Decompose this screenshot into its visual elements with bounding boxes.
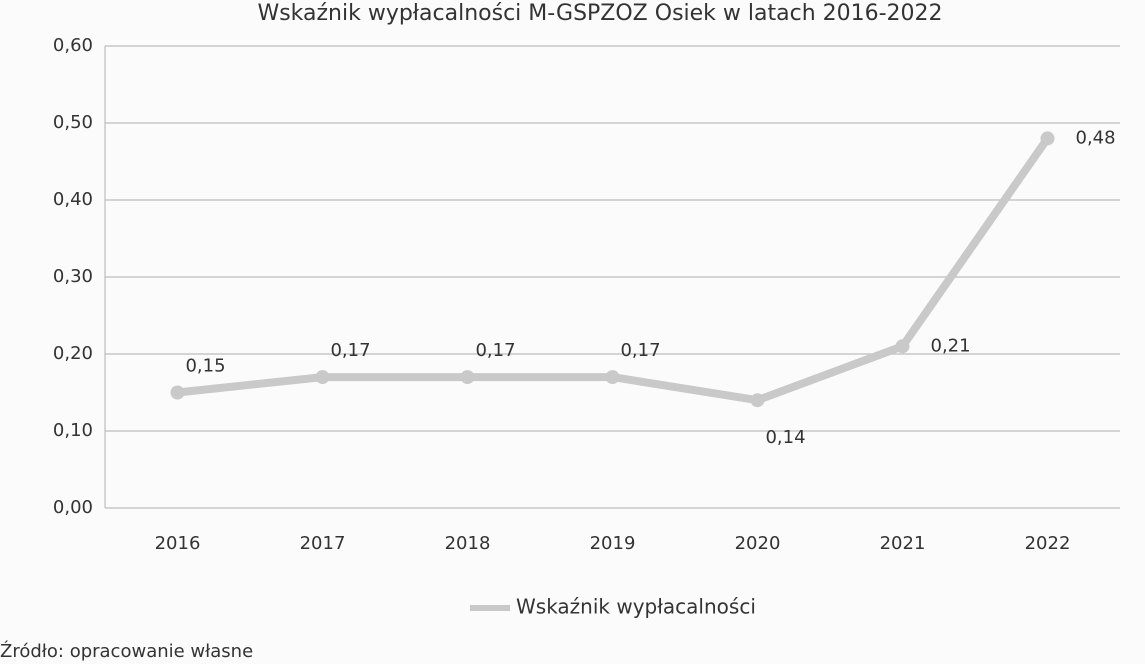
- x-tick-label: 2018: [445, 533, 491, 554]
- chart-title: Wskaźnik wypłacalności M-GSPZOZ Osiek w …: [257, 1, 942, 26]
- data-label: 0,21: [931, 335, 971, 356]
- data-label: 0,48: [1076, 127, 1116, 148]
- y-tick-label: 0,30: [53, 266, 93, 287]
- data-label: 0,17: [475, 340, 515, 361]
- legend-label: Wskaźnik wypłacalności: [516, 595, 756, 619]
- data-label: 0,17: [620, 340, 660, 361]
- y-tick-label: 0,60: [53, 35, 93, 56]
- x-tick-label: 2016: [155, 533, 201, 554]
- x-tick-label: 2020: [735, 533, 781, 554]
- point: [605, 370, 620, 385]
- x-tick-label: 2019: [590, 533, 636, 554]
- point: [460, 370, 475, 385]
- y-tick-label: 0,50: [53, 112, 93, 133]
- y-tick-label: 0,20: [53, 343, 93, 364]
- y-tick-label: 0,40: [53, 189, 93, 210]
- y-tick-label: 0,00: [53, 497, 93, 518]
- data-label: 0,17: [330, 340, 370, 361]
- x-tick-label: 2021: [880, 533, 926, 554]
- point: [170, 385, 185, 400]
- point: [315, 370, 330, 385]
- series-line: [177, 136, 1051, 405]
- data-label: 0,15: [185, 356, 225, 377]
- point: [750, 393, 765, 408]
- data-label: 0,14: [765, 427, 805, 448]
- source-note: Źródło: opracowanie własne: [0, 640, 253, 662]
- point: [895, 339, 910, 354]
- y-tick-label: 0,10: [53, 420, 93, 441]
- x-tick-label: 2022: [1025, 533, 1071, 554]
- x-tick-label: 2017: [300, 533, 346, 554]
- point: [1040, 131, 1055, 146]
